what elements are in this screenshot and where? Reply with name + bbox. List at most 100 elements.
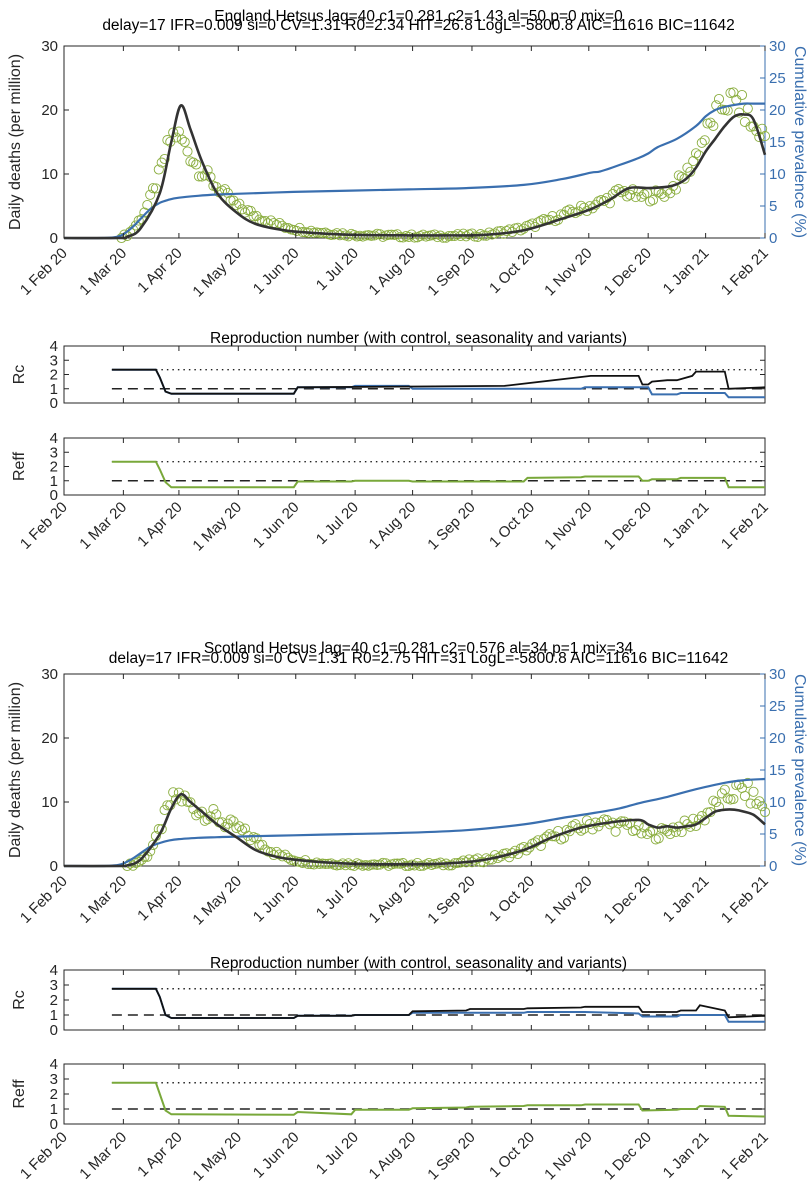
observed-point [130,220,141,231]
y2-tick-label: 25 [769,698,786,715]
observed-point [159,153,170,165]
observed-point [228,816,239,827]
y-tick-label: 0 [50,487,58,504]
y-tick-label: 30 [41,38,58,55]
observed-point [713,93,725,105]
x-tick-label: 1 Aug 20 [366,1129,420,1183]
observed-point [676,827,687,838]
x-tick-label: 1 Nov 20 [541,873,595,927]
observed-point [757,801,768,812]
observed-point [739,116,750,127]
y-tick-label: 20 [41,102,58,119]
x-tick-label: 1 Feb 21 [718,1129,772,1183]
chart-england-rc: Reproduction number (with control, seaso… [11,330,766,412]
x-tick-label: 1 Dec 20 [601,873,655,927]
observed-point [492,226,503,237]
x-tick-label: 1 Aug 20 [366,499,420,553]
observed-series [116,87,771,244]
observed-point [148,183,159,194]
y2-tick-label: 20 [769,102,786,119]
reff-line [111,460,765,489]
observed-point [472,853,483,864]
axes-box [63,1063,766,1125]
observed-point [191,159,202,170]
x-tick-label: 1 Jan 21 [660,499,713,552]
observed-point [754,796,765,807]
x-tick-label: 1 Feb 20 [17,873,71,927]
observed-point [148,839,159,850]
observed-point [139,207,150,218]
y2-tick-label: 30 [769,666,786,683]
x-tick-label: 1 Oct 20 [486,1129,538,1181]
observed-point [739,790,750,802]
x-tick-label: 1 Jul 20 [313,1129,362,1178]
observed-point [466,228,478,239]
observed-point [642,829,653,840]
observed-point [736,89,748,101]
observed-point [188,157,199,168]
observed-point [759,806,771,818]
x-tick-label: 1 Jun 20 [250,245,303,298]
observed-point [748,786,759,797]
observed-point [415,860,426,872]
y-tick-label: 30 [41,666,58,683]
y2-tick-label: 0 [769,230,777,247]
observed-point [622,191,633,202]
observed-point [610,826,621,837]
observed-point [248,211,259,222]
observed-point [665,188,676,199]
y-tick-label: 0 [50,858,58,875]
y-axis-label: Reff [11,451,28,481]
observed-point [699,135,710,146]
y-tick-label: 10 [41,794,58,811]
y-tick-label: 1 [50,381,58,398]
chart-title: Reproduction number (with control, seaso… [210,955,627,972]
y-tick-label: 0 [50,1116,58,1133]
chart-title: Reproduction number (with control, seaso… [210,330,627,347]
x-tick-label: 1 Oct 20 [486,873,538,925]
x-tick-label: 1 Jul 20 [313,245,362,294]
y2-tick-label: 15 [769,762,786,779]
rc-control-line [111,987,765,1023]
y2-tick-label: 5 [769,198,777,215]
x-tick-label: 1 May 20 [189,499,245,555]
y-tick-label: 4 [50,338,58,355]
axes-box [63,45,766,239]
observed-point [314,858,325,870]
observed-point [349,860,360,871]
observed-point [245,205,256,216]
prevalence-line [63,102,765,240]
y-axis-label: Rc [11,365,28,385]
observed-point [590,817,601,828]
x-tick-label: 1 Sep 20 [424,873,478,927]
observed-point [239,823,251,834]
x-tick-label: 1 Dec 20 [601,1129,655,1183]
y2-tick-label: 10 [769,166,786,183]
observed-point [679,173,690,184]
x-tick-label: 1 Apr 20 [134,873,186,925]
observed-point [191,810,202,821]
x-tick-label: 1 Jan 21 [660,1129,713,1182]
x-tick-label: 1 May 20 [189,245,245,301]
x-tick-label: 1 Dec 20 [601,499,655,553]
y-tick-label: 10 [41,166,58,183]
observed-point [142,199,153,211]
x-tick-label: 1 Jan 21 [660,245,713,298]
x-tick-label: 1 Mar 20 [76,499,130,553]
observed-point [734,107,745,118]
y-tick-label: 0 [50,230,58,247]
y-tick-label: 3 [50,977,58,994]
y2-tick-label: 30 [769,38,786,55]
x-tick-label: 1 Feb 21 [718,873,772,927]
chart-scotland-main: Scotland Hetsus lag=40 c1=0.281 c2=0.576… [7,640,808,928]
observed-point [179,136,190,148]
observed-point [153,164,164,175]
observed-point [484,227,495,238]
chart-title: Scotland Hetsus lag=40 c1=0.281 c2=0.576… [204,640,634,657]
reff-line [111,1081,766,1118]
observed-point [139,851,150,863]
y-tick-label: 1 [50,473,58,490]
observed-point [262,846,274,857]
observed-point [705,117,716,128]
